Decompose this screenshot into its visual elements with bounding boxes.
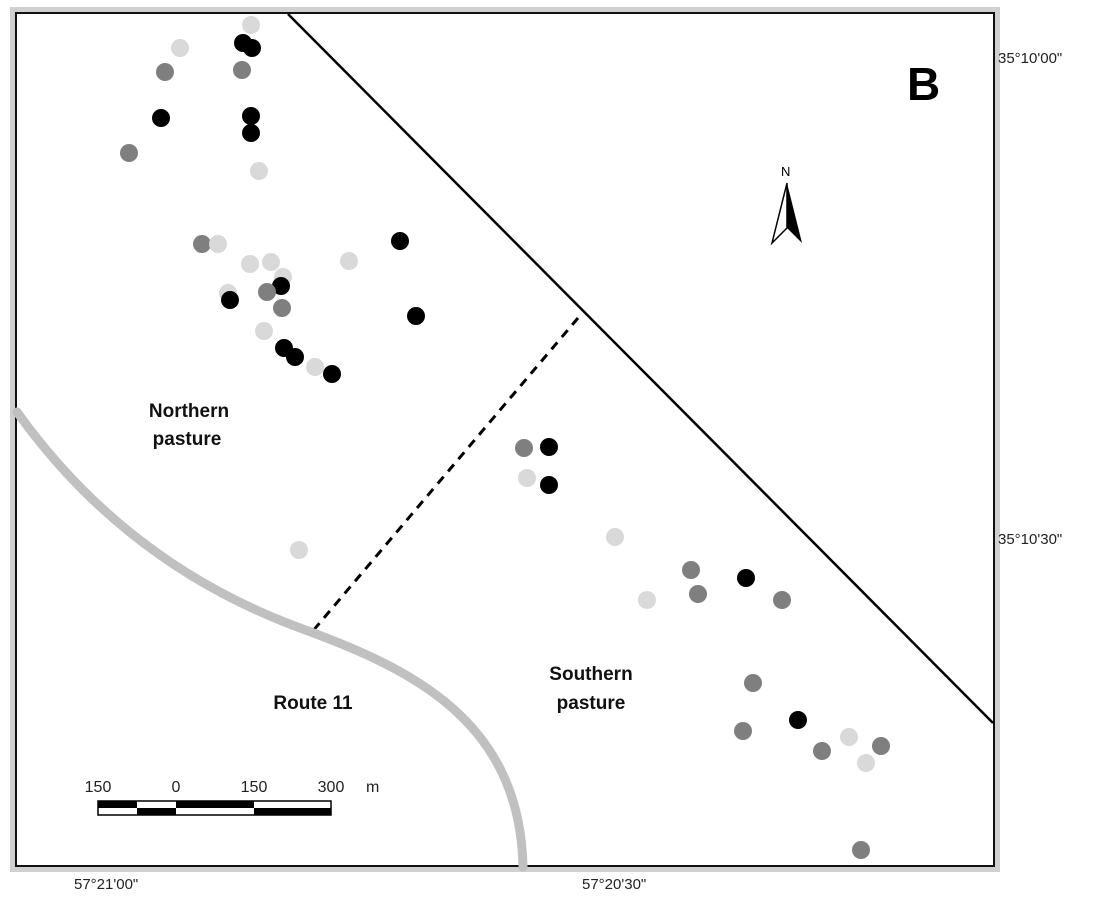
longitude-label-left: 57°21'00" (74, 876, 138, 893)
sample-point-light-gray (250, 162, 268, 180)
sample-point-light-gray (306, 358, 324, 376)
latitude-label-top: 35°10'00" (998, 50, 1062, 67)
sample-point-dark-gray (813, 742, 831, 760)
sample-point-light-gray (638, 591, 656, 609)
sample-point-black (391, 232, 409, 250)
latitude-label-middle: 35°10'30" (998, 531, 1062, 548)
sample-point-dark-gray (689, 585, 707, 603)
sample-point-light-gray (857, 754, 875, 772)
north-arrow-icon: N (770, 164, 802, 246)
sample-point-black (540, 438, 558, 456)
scale-unit-label: m (366, 779, 379, 796)
pasture-divider-dashed-line (310, 317, 580, 633)
sample-point-dark-gray (682, 561, 700, 579)
sample-point-light-gray (262, 253, 280, 271)
route-11-road (12, 407, 528, 872)
sample-point-light-gray (241, 255, 259, 273)
sample-point-light-gray (255, 322, 273, 340)
northern-pasture-label-line1: Northern (149, 401, 229, 422)
sample-point-black (286, 348, 304, 366)
sample-point-black (243, 39, 261, 57)
sample-point-black (242, 107, 260, 125)
sample-point-dark-gray (273, 299, 291, 317)
scale-bar: 150 0 150 300 m (85, 779, 379, 816)
sample-point-dark-gray (872, 737, 890, 755)
north-arrow-letter: N (781, 164, 790, 179)
panel-label: B (907, 58, 940, 110)
sample-points-layer (120, 16, 890, 859)
sample-point-light-gray (290, 541, 308, 559)
sample-point-black (221, 291, 239, 309)
sample-point-dark-gray (233, 61, 251, 79)
sample-point-dark-gray (744, 674, 762, 692)
sample-point-dark-gray (193, 235, 211, 253)
sample-point-dark-gray (734, 722, 752, 740)
southern-pasture-label-line2: pasture (557, 693, 626, 714)
sample-point-black (152, 109, 170, 127)
sample-point-black (789, 711, 807, 729)
sample-point-dark-gray (156, 63, 174, 81)
sample-point-black (540, 476, 558, 494)
sample-point-dark-gray (515, 439, 533, 457)
sample-point-black (242, 124, 260, 142)
sample-point-black (407, 307, 425, 325)
sample-point-light-gray (340, 252, 358, 270)
sample-point-light-gray (840, 728, 858, 746)
scale-tick-label: 300 (318, 779, 345, 796)
pasture-boundary-line (287, 13, 994, 724)
sample-point-light-gray (518, 469, 536, 487)
sample-point-dark-gray (258, 283, 276, 301)
sample-point-light-gray (209, 235, 227, 253)
scale-tick-label: 0 (172, 779, 181, 796)
sample-point-dark-gray (773, 591, 791, 609)
southern-pasture-label-line1: Southern (549, 664, 632, 685)
sample-point-dark-gray (120, 144, 138, 162)
sample-point-light-gray (606, 528, 624, 546)
northern-pasture-label-line2: pasture (153, 429, 222, 450)
sample-point-black (323, 365, 341, 383)
map-frame (10, 7, 1000, 872)
longitude-label-right: 57°20'30" (582, 876, 646, 893)
scale-tick-label: 150 (241, 779, 268, 796)
sample-point-dark-gray (852, 841, 870, 859)
scale-tick-label: 150 (85, 779, 112, 796)
sample-point-light-gray (171, 39, 189, 57)
route-11-label: Route 11 (273, 693, 353, 714)
sample-point-light-gray (242, 16, 260, 34)
sample-point-black (737, 569, 755, 587)
map-frame-inner (15, 12, 995, 867)
sample-point-black (272, 277, 290, 295)
